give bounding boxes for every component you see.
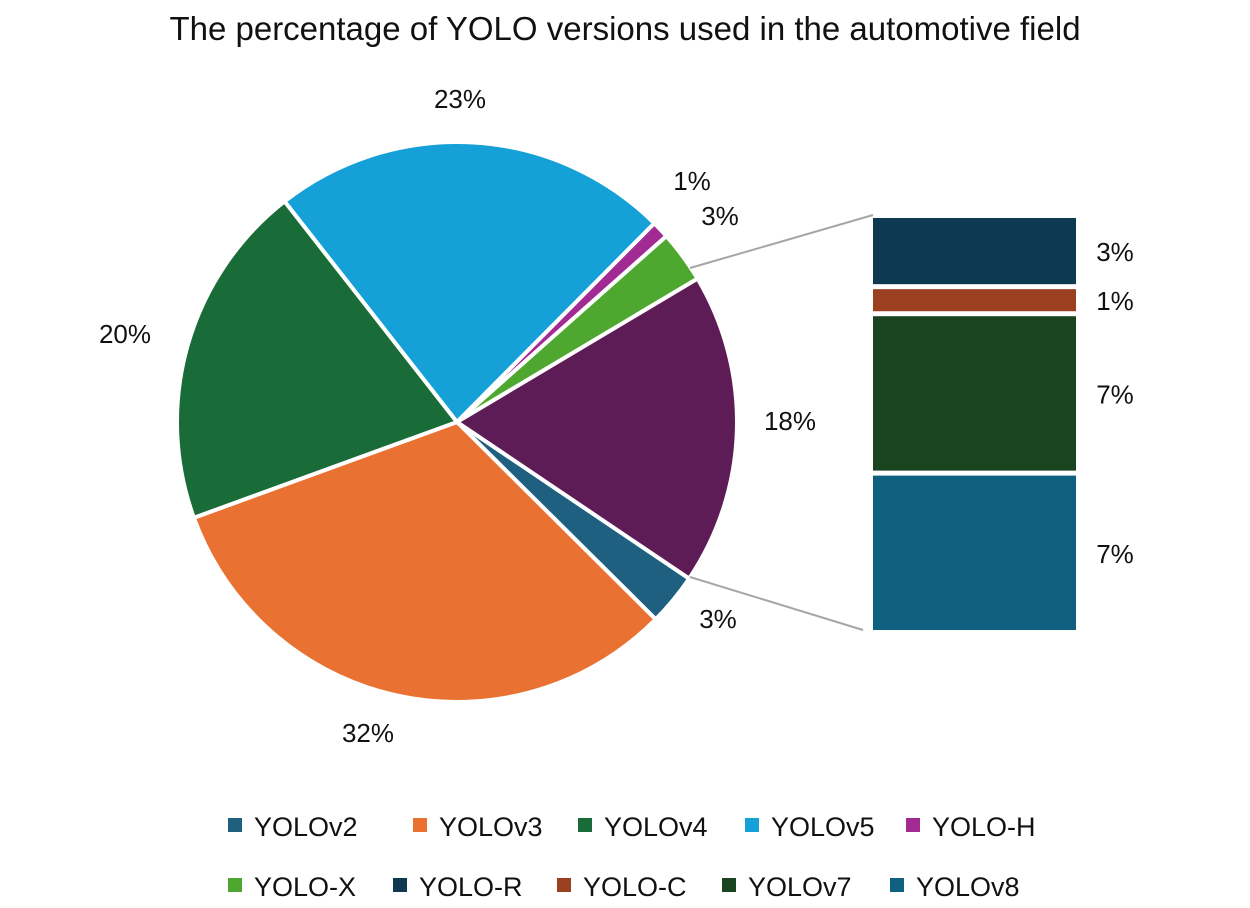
legend-item: YOLOv3 bbox=[413, 812, 543, 842]
pie-data-label: 18% bbox=[764, 406, 816, 436]
legend-item: YOLOv7 bbox=[722, 872, 852, 902]
connector-lines bbox=[689, 214, 874, 631]
legend-swatch bbox=[413, 818, 427, 832]
connector-line-top bbox=[689, 214, 874, 269]
legend-item: YOLOv4 bbox=[578, 812, 708, 842]
bar-data-label: 7% bbox=[1096, 379, 1134, 409]
chart-title: The percentage of YOLO versions used in … bbox=[169, 10, 1080, 47]
legend-item: YOLOv8 bbox=[890, 872, 1020, 902]
pie-data-label: 32% bbox=[342, 718, 394, 748]
pie-slice-yolov3 bbox=[191, 419, 659, 704]
legend-swatch bbox=[393, 878, 407, 892]
legend-label: YOLOv2 bbox=[254, 812, 358, 842]
legend-label: YOLO-R bbox=[419, 872, 523, 902]
legend-item: YOLOv2 bbox=[228, 812, 358, 842]
legend-item: YOLO-C bbox=[557, 872, 687, 902]
connector-line-bottom bbox=[689, 576, 864, 631]
pie-slice-other bbox=[453, 275, 739, 582]
legend-label: YOLO-X bbox=[254, 872, 356, 902]
pie-data-label: 3% bbox=[699, 604, 737, 634]
legend-item: YOLO-R bbox=[393, 872, 523, 902]
bar-segment-yolov7 bbox=[873, 316, 1076, 471]
legend-swatch bbox=[890, 878, 904, 892]
pie-data-label: 20% bbox=[99, 319, 151, 349]
legend-swatch bbox=[228, 878, 242, 892]
legend-label: YOLOv4 bbox=[604, 812, 708, 842]
bar-data-label: 1% bbox=[1096, 286, 1134, 316]
breakdown-bar: 3% 1% 7% 7% bbox=[873, 218, 1134, 630]
legend-label: YOLOv8 bbox=[916, 872, 1020, 902]
legend: YOLOv2 YOLOv3 YOLOv4 YOLOv5 YOLO-H YOLO-X YOLO… bbox=[228, 812, 1036, 902]
pie: 3% 32% 20% 23% 1% 3% 18% bbox=[99, 84, 816, 748]
pie-data-label: 23% bbox=[434, 84, 486, 114]
legend-label: YOLOv5 bbox=[771, 812, 875, 842]
pie-data-label: 3% bbox=[701, 201, 739, 231]
legend-swatch bbox=[745, 818, 759, 832]
legend-swatch bbox=[557, 878, 571, 892]
legend-item: YOLOv5 bbox=[745, 812, 875, 842]
bar-segment-yolo-c bbox=[873, 289, 1076, 312]
legend-swatch bbox=[906, 818, 920, 832]
legend-label: YOLO-C bbox=[583, 872, 687, 902]
legend-label: YOLOv7 bbox=[748, 872, 852, 902]
bar-data-label: 7% bbox=[1096, 539, 1134, 569]
bar-segment-yolo-r bbox=[873, 218, 1076, 285]
legend-item: YOLO-H bbox=[906, 812, 1036, 842]
bar-data-label: 3% bbox=[1096, 237, 1134, 267]
bar-segment-yolov8 bbox=[873, 475, 1076, 630]
pie-slice-yolov5 bbox=[281, 140, 658, 426]
legend-swatch bbox=[578, 818, 592, 832]
pie-data-label: 1% bbox=[673, 166, 711, 196]
legend-label: YOLO-H bbox=[932, 812, 1036, 842]
legend-swatch bbox=[722, 878, 736, 892]
pie-slice-yolov4 bbox=[175, 198, 461, 521]
legend-swatch bbox=[228, 818, 242, 832]
legend-label: YOLOv3 bbox=[439, 812, 543, 842]
legend-item: YOLO-X bbox=[228, 872, 356, 902]
